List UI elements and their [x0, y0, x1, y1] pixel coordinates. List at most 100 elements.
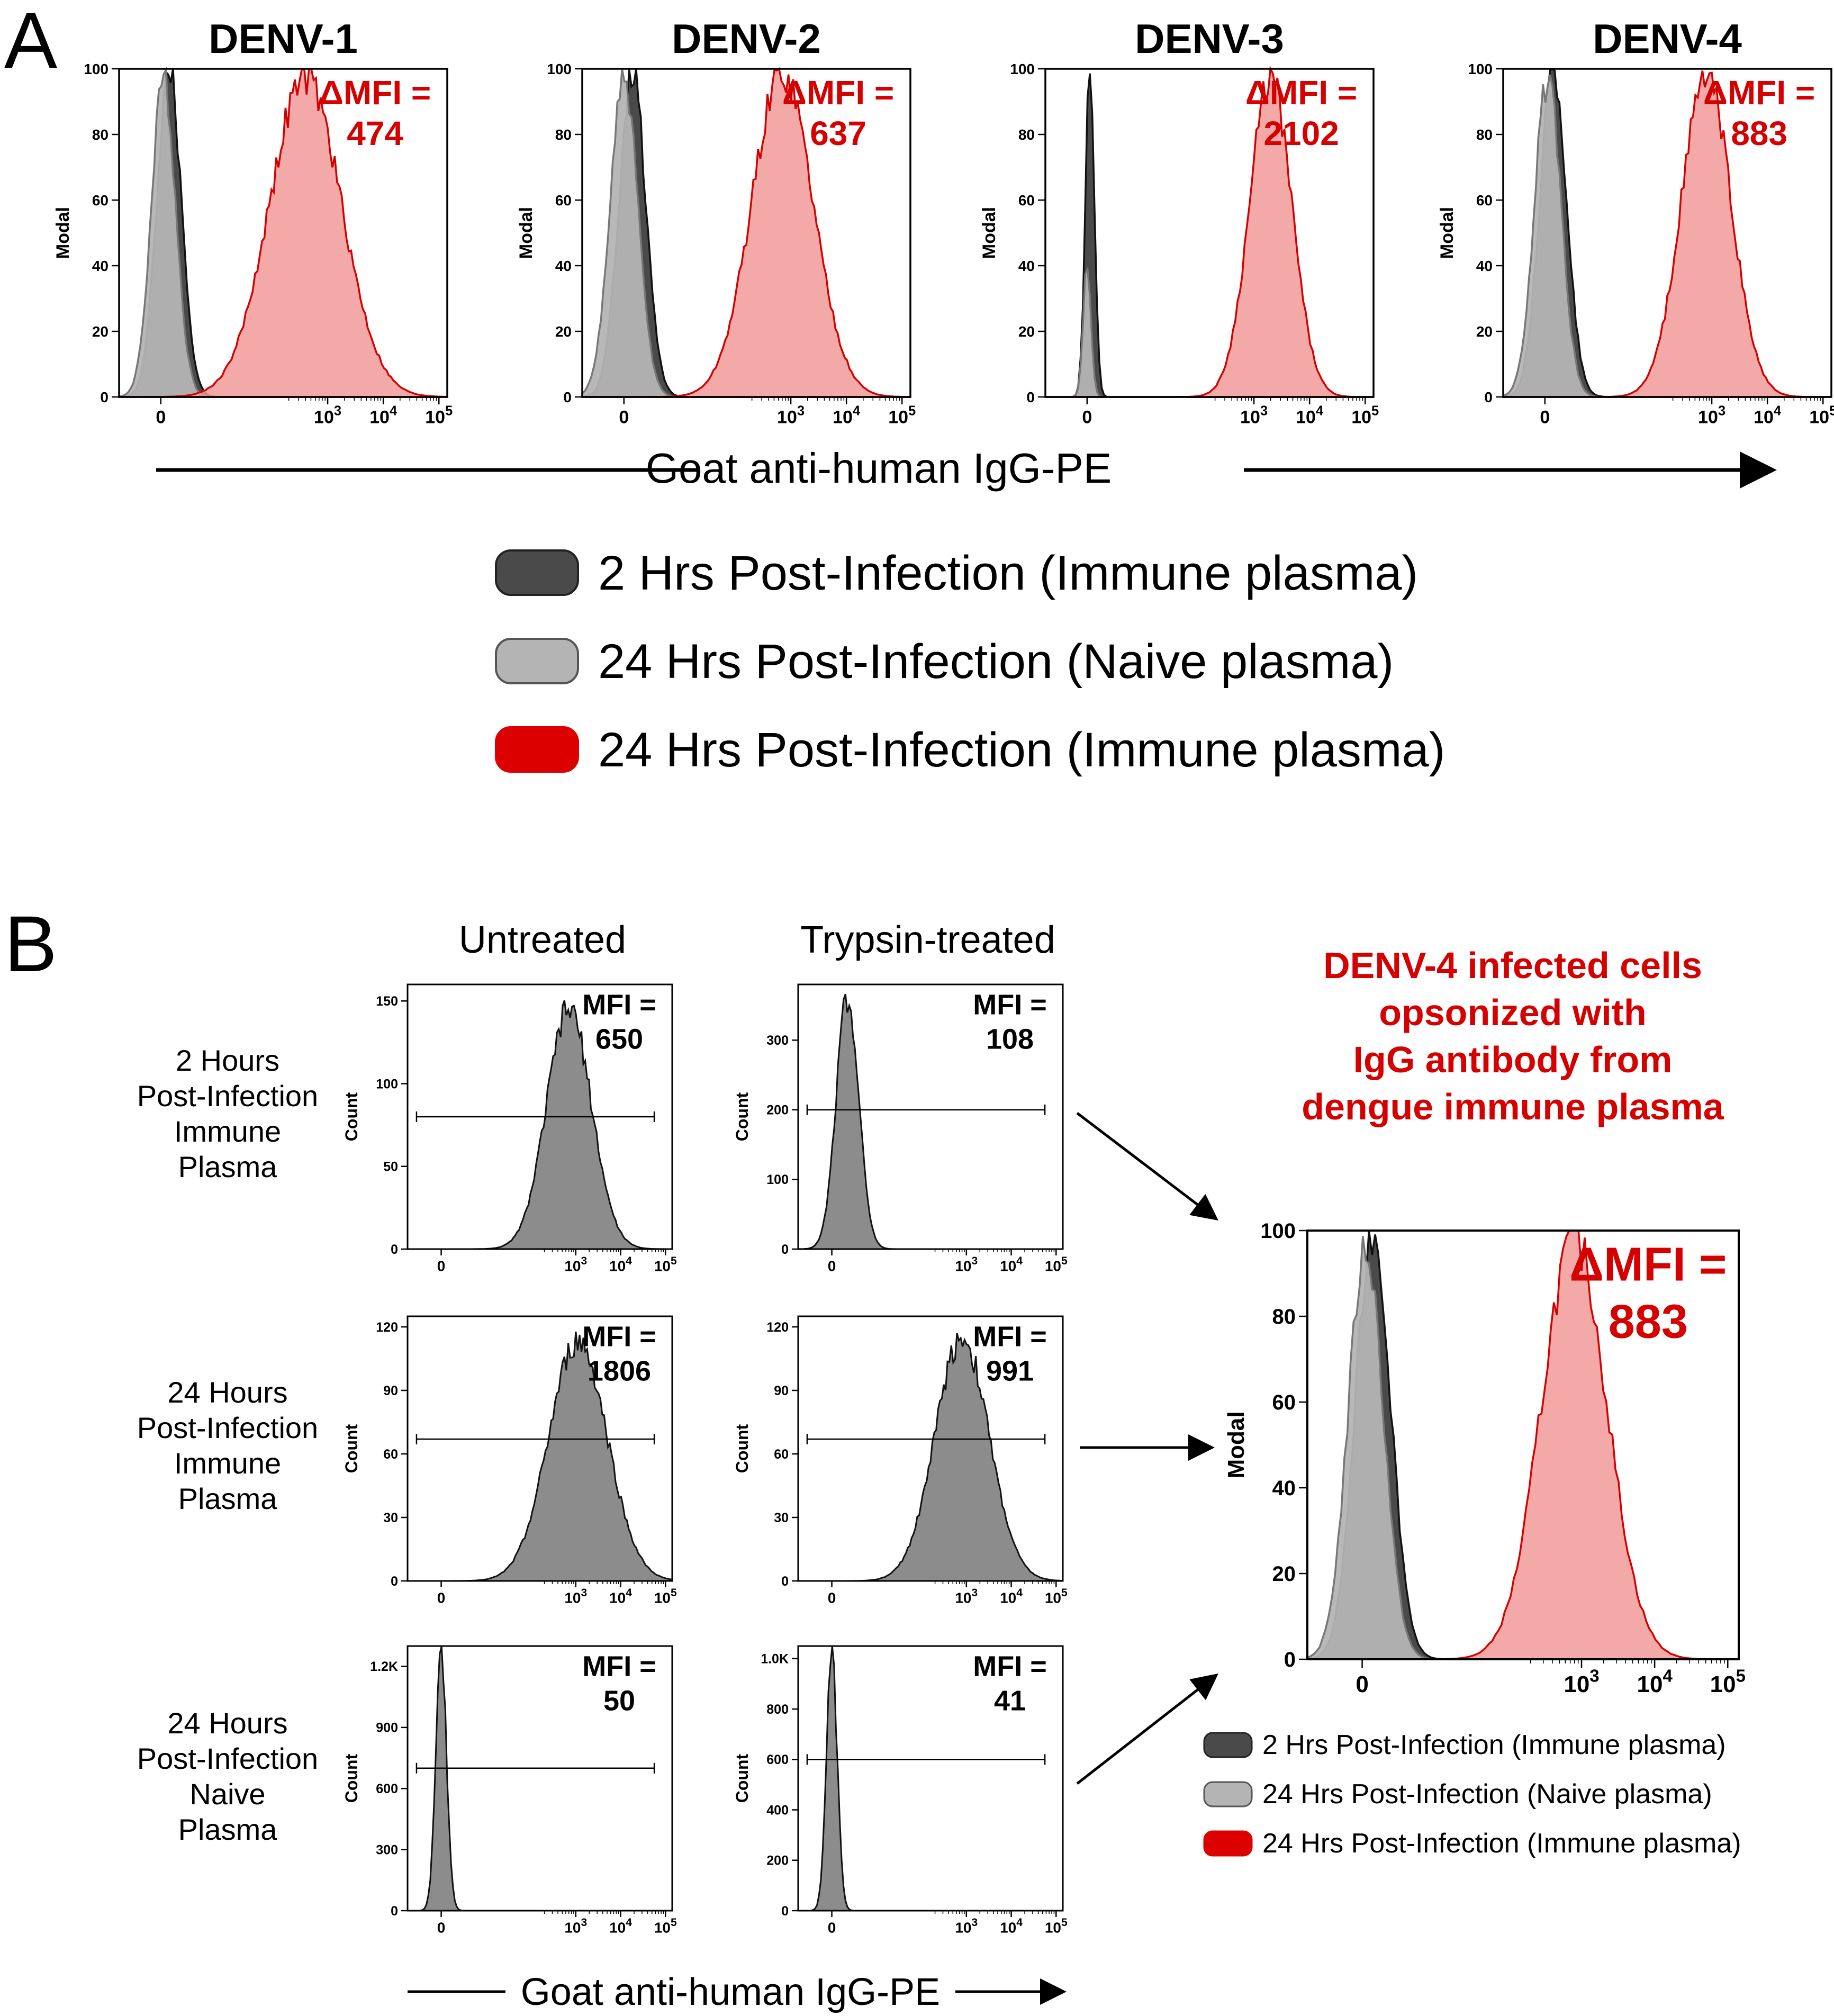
- annotation-value: 2102: [1263, 114, 1339, 152]
- x-tick-label: 104: [369, 403, 397, 427]
- panel-a-legend: 2 Hrs Post-Infection (Immune plasma) 24 H…: [495, 546, 1445, 777]
- y-tick-label: 80: [92, 126, 109, 143]
- x-tick-label: 0: [619, 408, 629, 428]
- legend-item: 24 Hrs Post-Infection (Immune plasma): [495, 723, 1445, 777]
- row-label-3: 24 Hours Post-Infection Naive Plasma: [137, 1706, 318, 1846]
- x-tick-label: 103: [955, 1916, 978, 1936]
- x-tick-label: 103: [564, 1587, 587, 1606]
- plot-b32: 0 200 400 600 800 1.0K 0 103 104 105 Count MFI =41: [733, 1645, 1068, 1936]
- col-header-trypsin: Trypsin-treated: [800, 919, 1055, 961]
- x-tick-label: 103: [314, 403, 341, 427]
- y-tick-label: 0: [1284, 1648, 1296, 1671]
- annotation-label: MFI =: [582, 989, 656, 1021]
- y-tick-label: 40: [92, 258, 109, 274]
- annotation-label: MFI =: [973, 1321, 1047, 1353]
- y-tick-label: 200: [766, 1854, 789, 1868]
- callout-line: opsonized with: [1379, 992, 1647, 1033]
- row-label-line: Plasma: [178, 1482, 278, 1515]
- x-tick-label: 103: [1240, 403, 1268, 427]
- y-tick-label: 80: [1476, 126, 1493, 143]
- callout-text: DENV-4 infected cells opsonized with IgG…: [1302, 945, 1724, 1127]
- legend-item: 24 Hrs Post-Infection (Naive plasma): [495, 635, 1394, 689]
- y-tick-label: 1.2K: [370, 1659, 398, 1674]
- y-axis-label: Count: [733, 1424, 752, 1473]
- annotation-label: ΔMFI =: [1245, 74, 1357, 112]
- x-tick-label: 103: [955, 1255, 978, 1274]
- plot-frame: [118, 68, 448, 398]
- y-tick-label: 0: [563, 389, 572, 405]
- plot-title: DENV-2: [672, 15, 821, 62]
- row-label-line: 24 Hours: [167, 1376, 287, 1409]
- legend-label: 2 Hrs Post-Infection (Immune plasma): [1262, 1730, 1726, 1760]
- legend-item: 2 Hrs Post-Infection (Immune plasma): [1203, 1730, 1726, 1760]
- panel-b: Untreated Trypsin-treated 2 Hours Post-I…: [137, 919, 1746, 2013]
- row-label-line: 2 Hours: [176, 1044, 279, 1077]
- x-tick-label: 0: [1082, 408, 1092, 428]
- annotation-value: 650: [595, 1024, 643, 1055]
- annotation-label: MFI =: [973, 989, 1047, 1021]
- y-tick-label: 0: [100, 389, 109, 405]
- x-tick-label: 105: [654, 1587, 677, 1606]
- y-tick-label: 400: [766, 1803, 789, 1818]
- legend-label: 24 Hrs Post-Infection (Immune plasma): [1262, 1828, 1741, 1859]
- y-tick-label: 30: [383, 1511, 398, 1525]
- y-tick-label: 100: [376, 1077, 398, 1091]
- y-tick-label: 50: [383, 1160, 398, 1174]
- legend-swatch: [495, 726, 579, 773]
- y-tick-label: 30: [774, 1511, 789, 1525]
- y-tick-label: 90: [383, 1384, 398, 1398]
- y-tick-label: 100: [84, 61, 109, 77]
- panel-b-legend: 2 Hrs Post-Infection (Immune plasma) 24 H…: [1203, 1730, 1741, 1859]
- y-tick-label: 300: [376, 1842, 398, 1857]
- y-axis-label: Count: [342, 1753, 361, 1803]
- x-tick-label: 0: [437, 1919, 446, 1936]
- plot-a1: 0 20 40 60 80 100 0 103 104 105 Modal DENV-1 ΔMFI =4…: [53, 15, 453, 428]
- connector-arrow-row-3: [1076, 1673, 1218, 1785]
- x-tick-label: 103: [564, 1255, 587, 1274]
- y-tick-label: 0: [781, 1904, 789, 1919]
- row-label-line: Post-Infection: [137, 1411, 318, 1444]
- annotation-value: 41: [994, 1685, 1026, 1717]
- panel-b-x-axis-title: Goat anti-human IgG-PE: [408, 1971, 1067, 2013]
- callout-line: IgG antibody from: [1353, 1039, 1673, 1080]
- plot-b11: 0 50 100 150 0 103 104 105 Count MFI =650: [342, 983, 677, 1274]
- row-label-line: Post-Infection: [137, 1742, 318, 1775]
- plot-frame: [406, 983, 673, 1250]
- y-tick-label: 120: [376, 1320, 398, 1335]
- legend-swatch: [495, 638, 579, 684]
- plot-b12: 0 100 200 300 0 103 104 105 Count MFI =108: [733, 983, 1068, 1274]
- row-label-line: Plasma: [178, 1813, 278, 1846]
- annotation-value: 883: [1731, 114, 1787, 152]
- y-tick-label: 200: [766, 1103, 789, 1118]
- annotation-value: 883: [1609, 1296, 1688, 1349]
- callout-line: DENV-4 infected cells: [1323, 945, 1702, 986]
- x-tick-label: 105: [1809, 403, 1834, 427]
- y-tick-label: 20: [92, 323, 109, 340]
- x-tick-label: 105: [1710, 1666, 1746, 1697]
- x-tick-label: 0: [437, 1589, 446, 1606]
- x-tick-label: 104: [833, 403, 861, 427]
- legend-label: 24 Hrs Post-Infection (Naive plasma): [1262, 1779, 1712, 1810]
- y-tick-label: 60: [92, 192, 109, 209]
- annotation-value: 1806: [588, 1355, 651, 1387]
- x-tick-label: 104: [1000, 1916, 1023, 1936]
- y-axis-label: Count: [733, 1092, 752, 1141]
- row-label-line: Post-Infection: [137, 1079, 318, 1113]
- y-tick-label: 0: [1026, 389, 1035, 405]
- annotation-label: ΔMFI =: [1569, 1238, 1727, 1291]
- y-tick-label: 20: [555, 323, 572, 340]
- connector-arrow-row-1: [1076, 1112, 1218, 1221]
- y-tick-label: 600: [766, 1752, 789, 1767]
- plot-a4: 0 20 40 60 80 100 0 103 104 105 Modal DENV-4 ΔMFI =8…: [1437, 15, 1834, 428]
- x-tick-label: 104: [609, 1255, 632, 1274]
- x-tick-label: 0: [1356, 1671, 1368, 1697]
- x-tick-label: 104: [609, 1587, 632, 1606]
- y-tick-label: 1.0K: [761, 1652, 789, 1667]
- legend-swatch: [1203, 1830, 1253, 1857]
- plot-b_main: 0 20 40 60 80 100 0 103 104 105 Modal ΔMFI =883: [1223, 1219, 1746, 1697]
- panel-label-b: B: [4, 899, 57, 988]
- y-tick-label: 0: [391, 1904, 398, 1919]
- x-tick-label: 103: [564, 1916, 587, 1936]
- y-tick-label: 0: [1484, 389, 1493, 405]
